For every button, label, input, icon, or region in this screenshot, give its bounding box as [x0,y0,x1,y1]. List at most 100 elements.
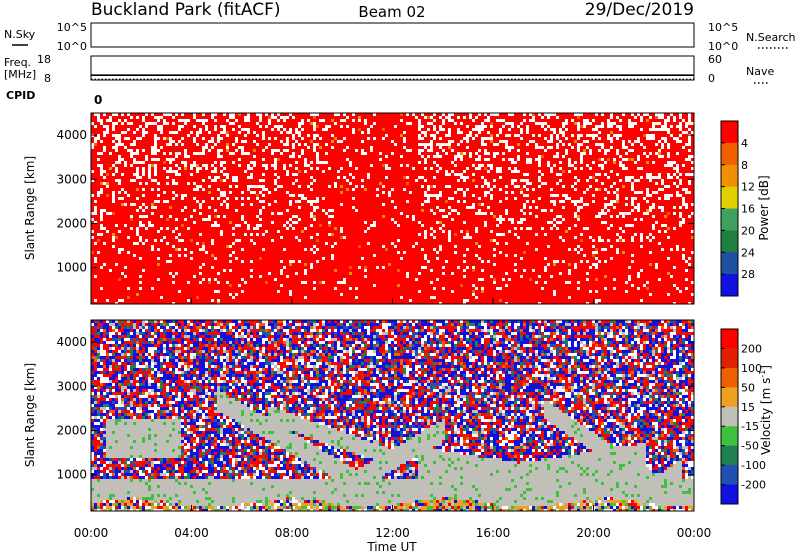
power-cell [313,239,316,242]
power-cell [235,128,238,131]
power-cell [328,203,331,206]
power-cell [295,137,298,140]
power-cell [277,182,280,185]
power-cell [196,158,199,161]
power-cell [109,266,112,269]
power-cell [181,281,184,284]
power-cell [295,245,298,248]
power-cell [310,269,313,272]
power-cell [208,275,211,278]
power-cell [130,224,133,227]
power-cell [184,242,187,245]
power-cell [142,236,145,239]
power-cell [148,251,151,254]
power-cell [193,128,196,131]
power-cell [97,260,100,263]
power-cell [163,158,166,161]
power-cell [142,140,145,143]
power-cell [223,227,226,230]
power-cell [193,146,196,149]
power-cell [103,116,106,119]
power-cell [259,140,262,143]
power-cell [322,260,325,263]
power-cell [190,248,193,251]
power-cell [232,131,235,134]
power-cell [301,146,304,149]
power-cell [226,296,229,299]
power-cell [142,251,145,254]
power-cell [355,293,358,296]
power-cell [292,212,295,215]
power-cell [256,290,259,293]
power-cell [223,155,226,158]
power-cell [127,125,130,128]
power-cell [358,164,361,167]
power-cell [202,212,205,215]
power-cell [175,161,178,164]
power-cell [157,293,160,296]
power-cell [370,203,373,206]
power-cell [361,284,364,287]
power-cell [349,194,352,197]
power-cell [181,302,184,304]
power-cell [115,206,118,209]
power-cell [115,287,118,290]
power-cell [208,200,211,203]
power-cell [229,278,232,281]
power-cell [127,164,130,167]
power-cell [319,185,322,188]
power-cell [340,218,343,221]
power-cell [148,230,151,233]
power-cell [229,299,232,302]
power-cell [343,233,346,236]
power-cell [232,203,235,206]
power-cell [157,161,160,164]
power-cell [97,122,100,125]
power-cell [184,296,187,299]
power-cell [115,194,118,197]
power-cell [349,203,352,206]
power-cell [322,236,325,239]
power-cell [139,272,142,275]
power-cell [235,218,238,221]
power-cell [136,263,139,266]
power-cell [223,257,226,260]
power-cell [277,179,280,182]
power-cell [322,227,325,230]
power-cell [292,218,295,221]
power-cell [181,200,184,203]
power-cell [289,125,292,128]
power-cell [223,266,226,269]
power-cell [340,146,343,149]
power-cell [286,284,289,287]
power-cell [265,137,268,140]
power-cell [202,227,205,230]
power-cell [190,224,193,227]
power-cell [349,122,352,125]
power-cell [130,185,133,188]
power-cell [112,188,115,191]
power-cell [271,209,274,212]
power-cell [172,272,175,275]
power-cell [220,167,223,170]
power-cell [181,149,184,152]
power-cell [169,176,172,179]
power-cell [223,122,226,125]
power-cell [115,203,118,206]
power-cell [358,284,361,287]
power-cell [199,254,202,257]
power-cell [106,272,109,275]
power-cell [319,242,322,245]
power-cell [343,173,346,176]
power-cell [367,113,370,116]
power-cell [283,179,286,182]
power-cell [283,182,286,185]
power-cell [220,284,223,287]
power-cell [178,212,181,215]
power-cell [286,155,289,158]
power-cell [331,158,334,161]
power-cell [298,299,301,302]
power-cell [256,251,259,254]
power-cell [289,239,292,242]
power-cell [295,281,298,284]
